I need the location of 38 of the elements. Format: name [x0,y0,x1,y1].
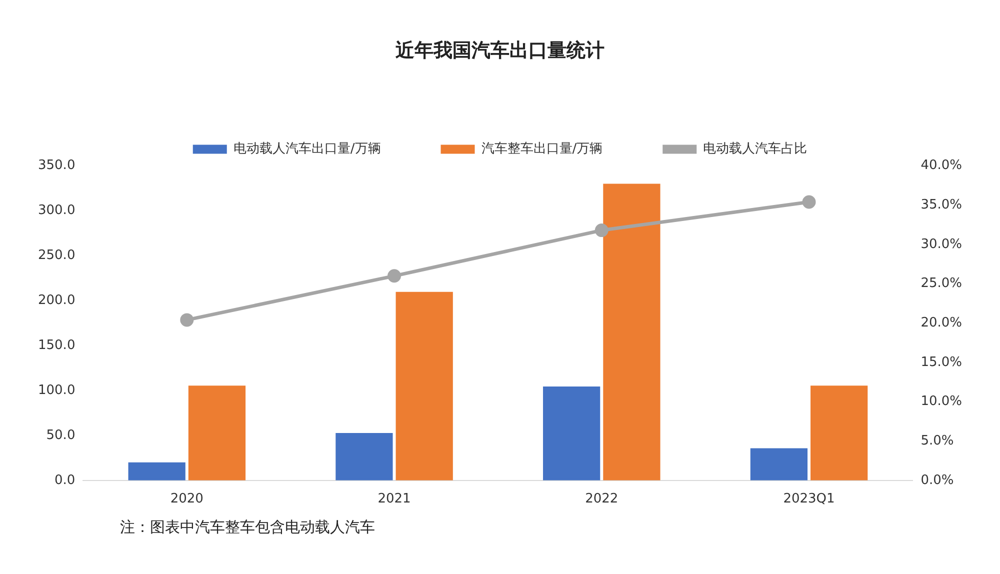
y-tick-label: 100.0 [38,382,76,398]
x-tick-label: 2020 [170,492,204,507]
point [594,224,608,238]
y-tick-label: 350.0 [38,158,76,174]
text: 注：图表中汽车整车包含电动载人汽车 [120,518,375,537]
legend-label: 汽车整车出口量/万辆 [481,142,603,157]
y2-tick-label: 20.0% [920,315,962,330]
y-tick-label: 150.0 [38,338,76,353]
bar [396,292,453,480]
legend-label: 电动载人汽车出口量/万辆 [233,142,381,157]
bar [336,433,393,480]
y2-tick-label: 30.0% [920,236,962,252]
y2-tick-label: 40.0% [920,158,962,174]
y2-tick-label: 25.0% [920,276,962,292]
x-tick-label: 2023Q1 [783,492,835,507]
point [388,269,402,283]
bar [810,386,868,480]
bar [128,462,186,480]
bar [188,386,246,480]
chart-title: 近年我国汽车出口量统计 [394,39,604,62]
bar [603,184,660,480]
y-tick-label: 0.0 [54,472,76,488]
y2-tick-label: 5.0% [920,433,954,448]
point [180,313,194,327]
point [802,195,816,209]
y-tick-label: 300.0 [38,203,76,218]
x-tick-label: 2022 [585,492,618,507]
y-tick-label: 200.0 [38,293,76,308]
y-tick-label: 250.0 [38,248,76,264]
y-tick-label: 50.0 [46,428,76,443]
x-tick-label: 2021 [378,492,411,507]
y2-tick-label: 15.0% [920,354,962,370]
y2-tick-label: 35.0% [920,198,962,212]
y2-tick-label: 0.0% [920,472,954,488]
bar [543,386,600,480]
legend-label: 电动载人汽车占比 [703,142,808,157]
y2-tick-label: 10.0% [920,394,962,410]
bar [750,448,808,480]
